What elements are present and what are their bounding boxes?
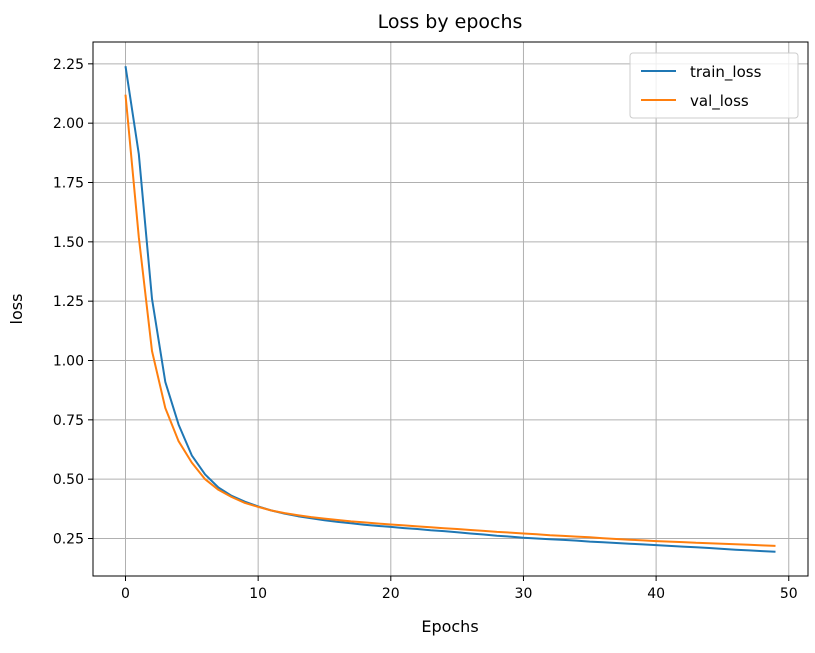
x-tick-label: 30 (515, 586, 533, 602)
x-tick-label: 40 (647, 586, 665, 602)
y-tick-label: 0.75 (53, 413, 84, 429)
series-line-val-loss (124, 94, 776, 547)
y-tick-label: 1.75 (53, 176, 84, 192)
x-tick-label: 10 (249, 586, 267, 602)
axes-frame (92, 41, 809, 577)
x-tick-label: 50 (780, 586, 798, 602)
series-lines (124, 66, 776, 553)
y-tick-label: 2.00 (53, 116, 84, 132)
x-tick-label: 0 (121, 586, 130, 602)
y-tick-label: 0.25 (53, 532, 84, 548)
legend-label: train_loss (690, 63, 762, 82)
series-line-train-loss (124, 66, 776, 553)
y-tick-label: 0.50 (53, 472, 84, 488)
y-tick-label: 1.50 (53, 235, 84, 251)
y-axis-label: loss (7, 294, 26, 325)
ticks: 0 10 20 30 40 50 0.25 0.50 0.75 1.00 1.25 1.50 1.75 2… (53, 57, 798, 602)
y-tick-label: 1.25 (53, 294, 84, 310)
y-tick-label: 1.00 (53, 354, 84, 370)
legend: train_loss val_loss (629, 52, 799, 119)
chart-title: Loss by epochs (378, 11, 523, 33)
x-axis-label: Epochs (421, 617, 478, 636)
y-tick-label: 2.25 (53, 57, 84, 73)
x-tick-label: 20 (382, 586, 400, 602)
legend-label: val_loss (690, 92, 749, 111)
legend-frame (629, 52, 799, 119)
grid (93, 42, 808, 576)
